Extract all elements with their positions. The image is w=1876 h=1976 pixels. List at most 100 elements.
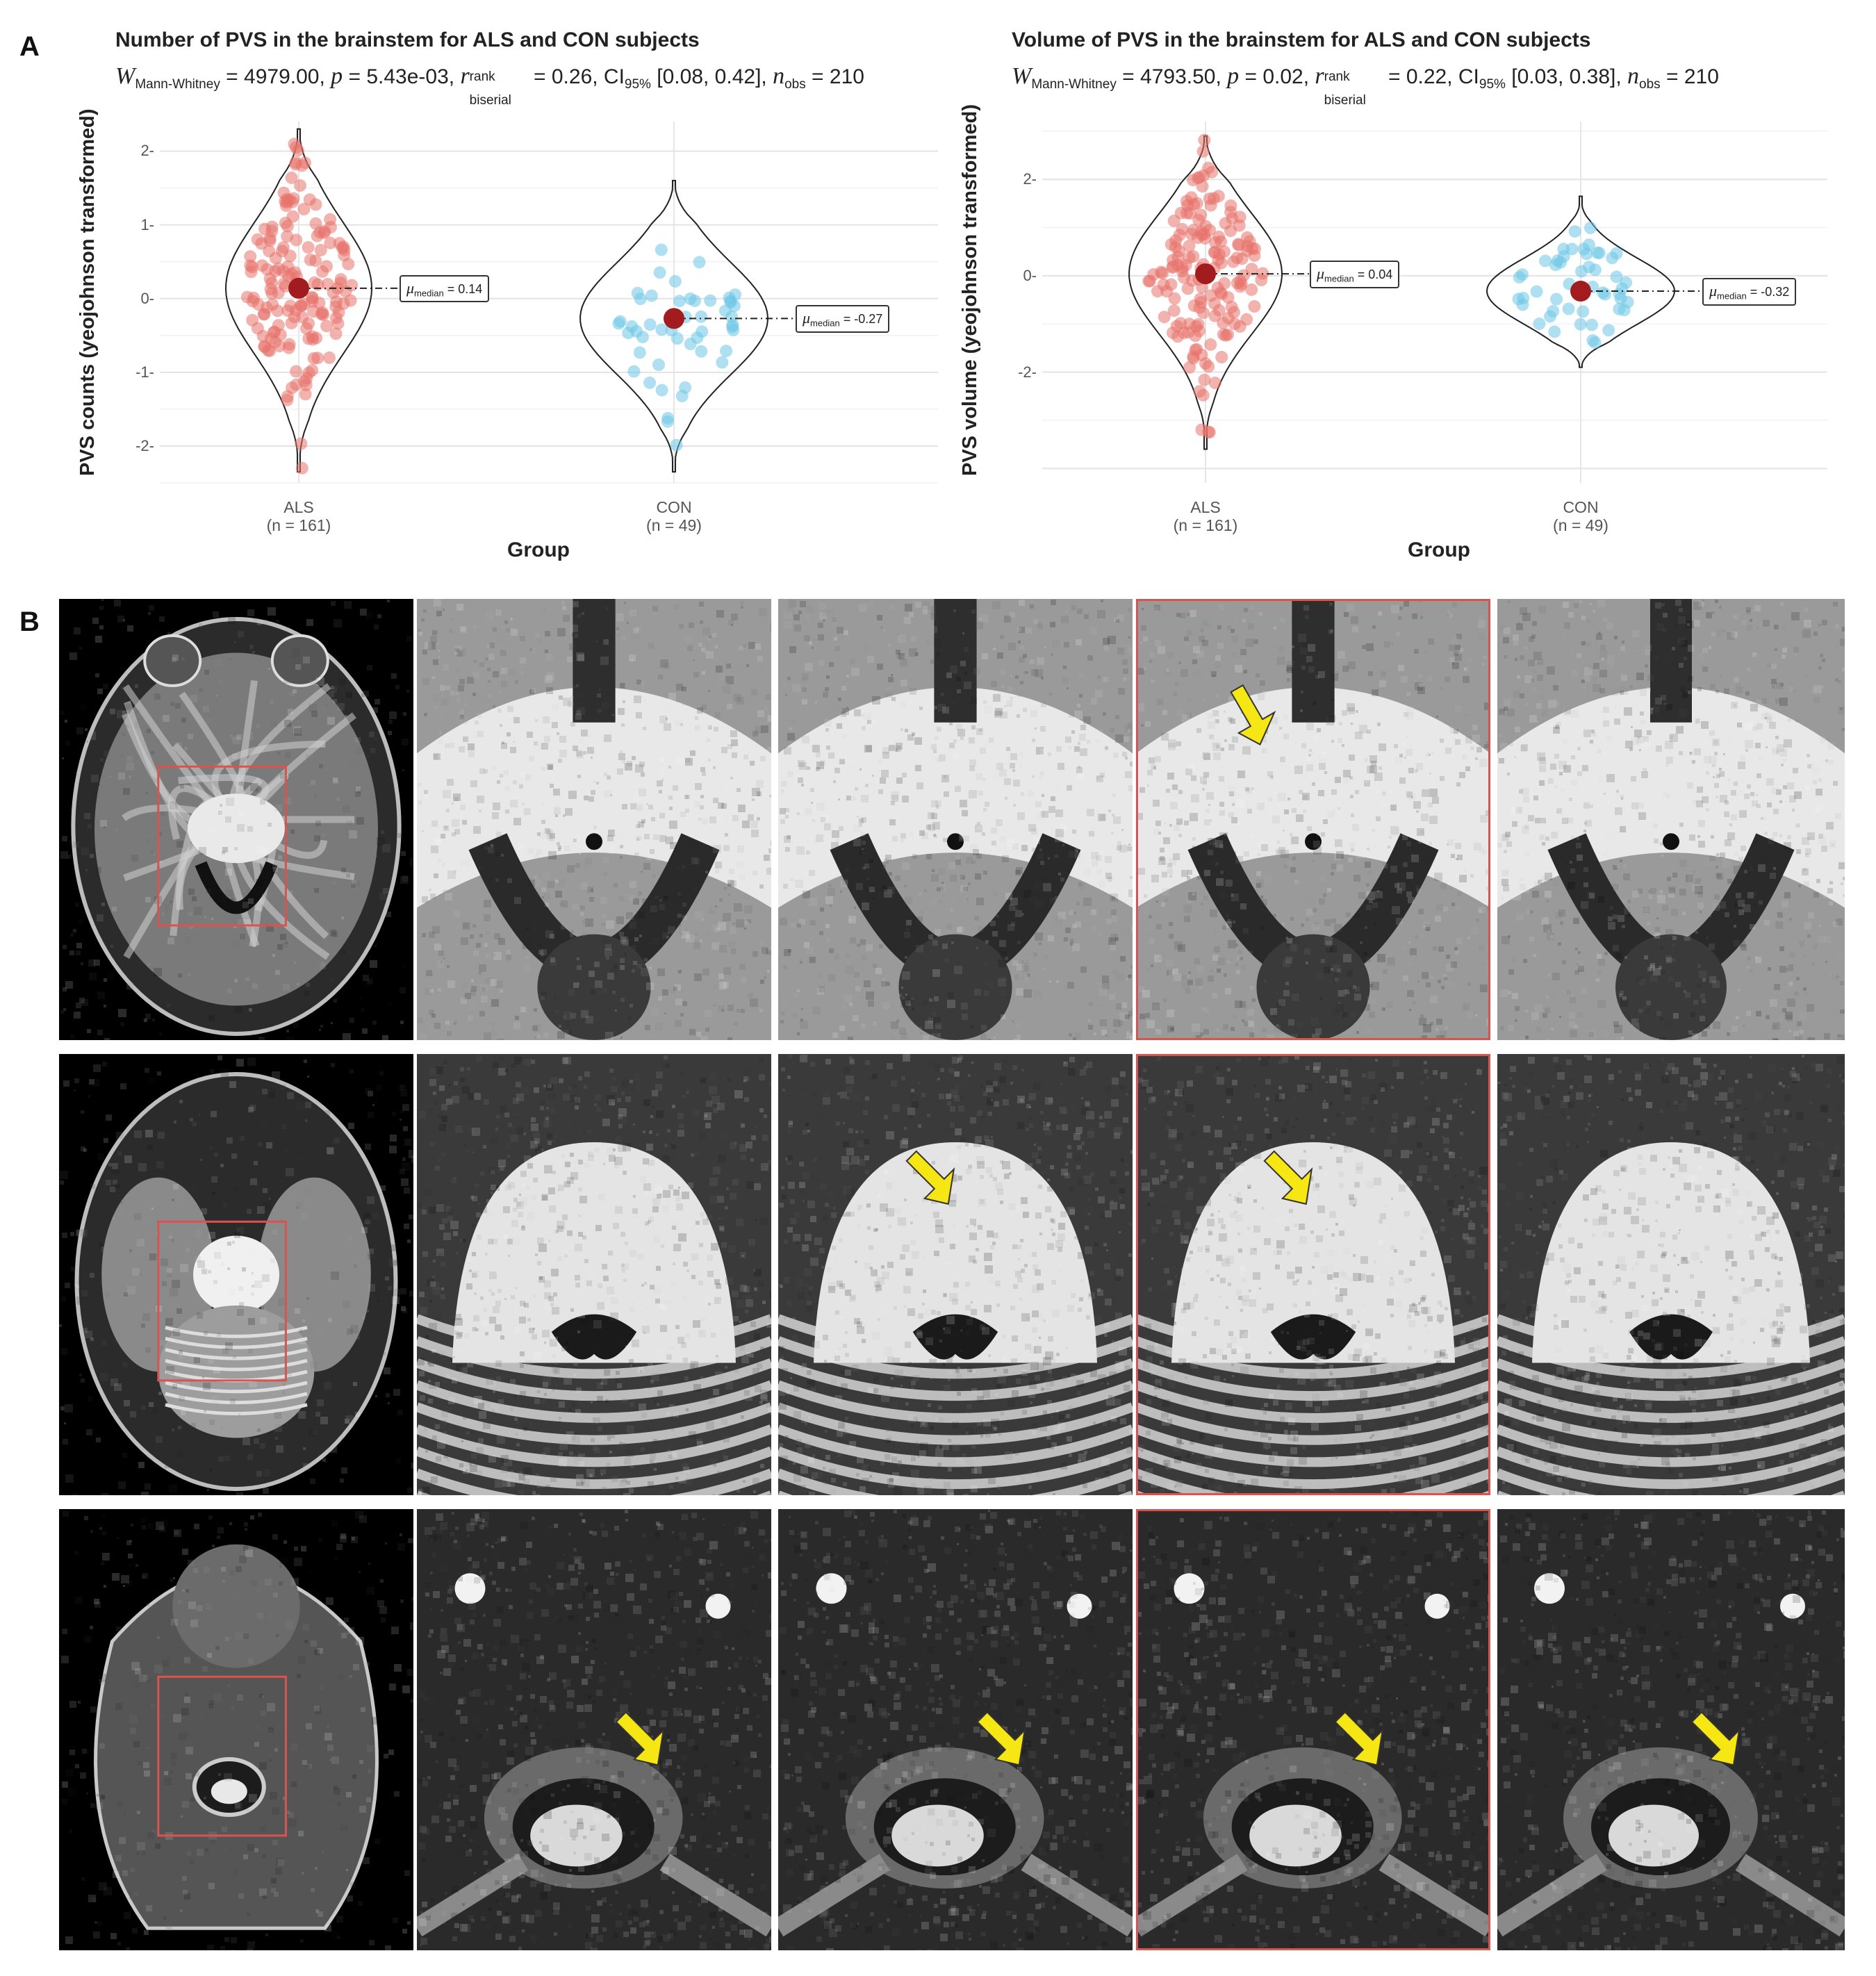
data-point-als [1232, 238, 1245, 252]
data-point-als [1185, 191, 1198, 204]
stat-w-value: = 4793.50, [1116, 65, 1228, 88]
chart-svg [1042, 122, 1827, 483]
medulla-crop [1136, 1573, 1490, 1937]
mri-image [417, 1054, 771, 1495]
category-n: (n = 161) [1173, 516, 1238, 534]
mri-zoom-midbrain-2 [778, 599, 1133, 1040]
stat-p-value: = 5.43e-03, [343, 65, 461, 88]
data-point-als [1165, 278, 1178, 291]
median-subscript: median [414, 288, 444, 299]
data-point-als [282, 341, 295, 354]
data-point-als [329, 327, 343, 340]
data-point-con [720, 345, 733, 358]
data-point-als [295, 461, 308, 475]
data-point-als [294, 179, 306, 192]
stat-r-symbol: r [460, 63, 470, 89]
data-point-als [1209, 236, 1222, 249]
mri-image [778, 599, 1133, 1040]
data-point-als [264, 283, 277, 296]
pons-crop [1497, 1142, 1845, 1495]
data-point-con [1586, 318, 1598, 331]
stat-w-sub: Mann-Whitney [1031, 77, 1117, 92]
data-point-als [1217, 316, 1230, 329]
data-point-con [704, 294, 717, 307]
stat-n-value: = 210 [805, 65, 864, 88]
data-point-con [716, 356, 729, 369]
stat-n-value: = 210 [1660, 65, 1719, 88]
data-point-als [1166, 260, 1179, 273]
stat-ci-sub: 95% [1479, 77, 1506, 92]
data-point-als [1255, 274, 1268, 286]
data-point-als [286, 210, 299, 223]
data-point-con [1586, 334, 1599, 347]
data-point-als [1227, 255, 1240, 268]
chart-title: Volume of PVS in the brainstem for ALS a… [1012, 28, 1591, 51]
data-point-als [318, 225, 331, 238]
pvs-arrow-icon [1690, 1711, 1741, 1766]
data-point-con [655, 384, 668, 397]
data-point-con [655, 243, 668, 256]
data-point-con [661, 415, 674, 428]
data-point-als [309, 198, 322, 211]
mri-texture [779, 1510, 1133, 1950]
data-point-als [298, 374, 311, 388]
data-point-con [1610, 270, 1623, 283]
data-point-als [1206, 165, 1219, 179]
data-point-als [281, 230, 294, 243]
mri-overview-medulla [59, 1509, 413, 1950]
data-point-als [1193, 171, 1206, 184]
data-point-als [1224, 224, 1237, 238]
median-label-con: μmedian = -0.27 [796, 305, 890, 333]
data-point-als [1212, 254, 1225, 266]
y-tick-label: 0- [140, 289, 154, 307]
stat-ci-symbol: CI [603, 65, 625, 88]
data-point-con [614, 315, 627, 328]
mri-texture [1497, 1055, 1845, 1495]
violin-con [1486, 195, 1676, 368]
median-subscript: median [1717, 290, 1747, 302]
data-point-als [1171, 330, 1184, 343]
data-point-con [622, 327, 635, 340]
data-point-als [1168, 292, 1181, 305]
stat-n-sub: obs [1639, 77, 1661, 92]
pvs-arrow-icon [905, 1150, 955, 1205]
data-point-als [246, 313, 259, 327]
mri-image [59, 1054, 413, 1495]
data-point-als [269, 252, 282, 265]
stat-ci-symbol: CI [1458, 65, 1479, 88]
data-point-als [266, 298, 279, 311]
data-point-con [1590, 246, 1604, 259]
median-subscript: median [1324, 273, 1354, 284]
y-tick-label: -1- [135, 363, 154, 381]
mri-texture [418, 599, 771, 1040]
median-symbol: μ [1709, 282, 1718, 300]
stat-w-value: = 4979.00, [220, 65, 331, 88]
data-point-con [1515, 268, 1529, 281]
category-n: (n = 49) [1553, 516, 1608, 534]
mri-zoom-midbrain-3 [1136, 599, 1490, 1040]
data-point-als [247, 291, 261, 304]
mri-zoom-pons-1 [417, 1054, 771, 1495]
data-point-als [267, 326, 280, 339]
mri-zoom-medulla-4 [1497, 1509, 1845, 1950]
data-point-als [1173, 229, 1186, 242]
data-point-con [633, 346, 646, 359]
data-point-con [670, 438, 683, 452]
medulla-crop [1497, 1573, 1845, 1937]
roi-box [157, 1220, 287, 1382]
axial-brain-overview [71, 617, 402, 1036]
median-marker-als [288, 277, 309, 299]
median-marker-als [1195, 263, 1216, 285]
mri-image [778, 1509, 1133, 1950]
data-point-als [337, 297, 350, 310]
data-point-als [1196, 145, 1210, 158]
stat-w-sub: Mann-Whitney [135, 77, 220, 92]
median-subscript: median [810, 318, 840, 329]
stat-ci-value: [0.08, 0.42], [650, 65, 773, 88]
panel-b-label: B [19, 607, 40, 637]
data-point-als [299, 388, 312, 401]
median-symbol: μ [803, 309, 811, 327]
data-point-als [1228, 318, 1241, 331]
data-point-con [727, 299, 741, 313]
y-tick-label: 1- [140, 215, 154, 233]
